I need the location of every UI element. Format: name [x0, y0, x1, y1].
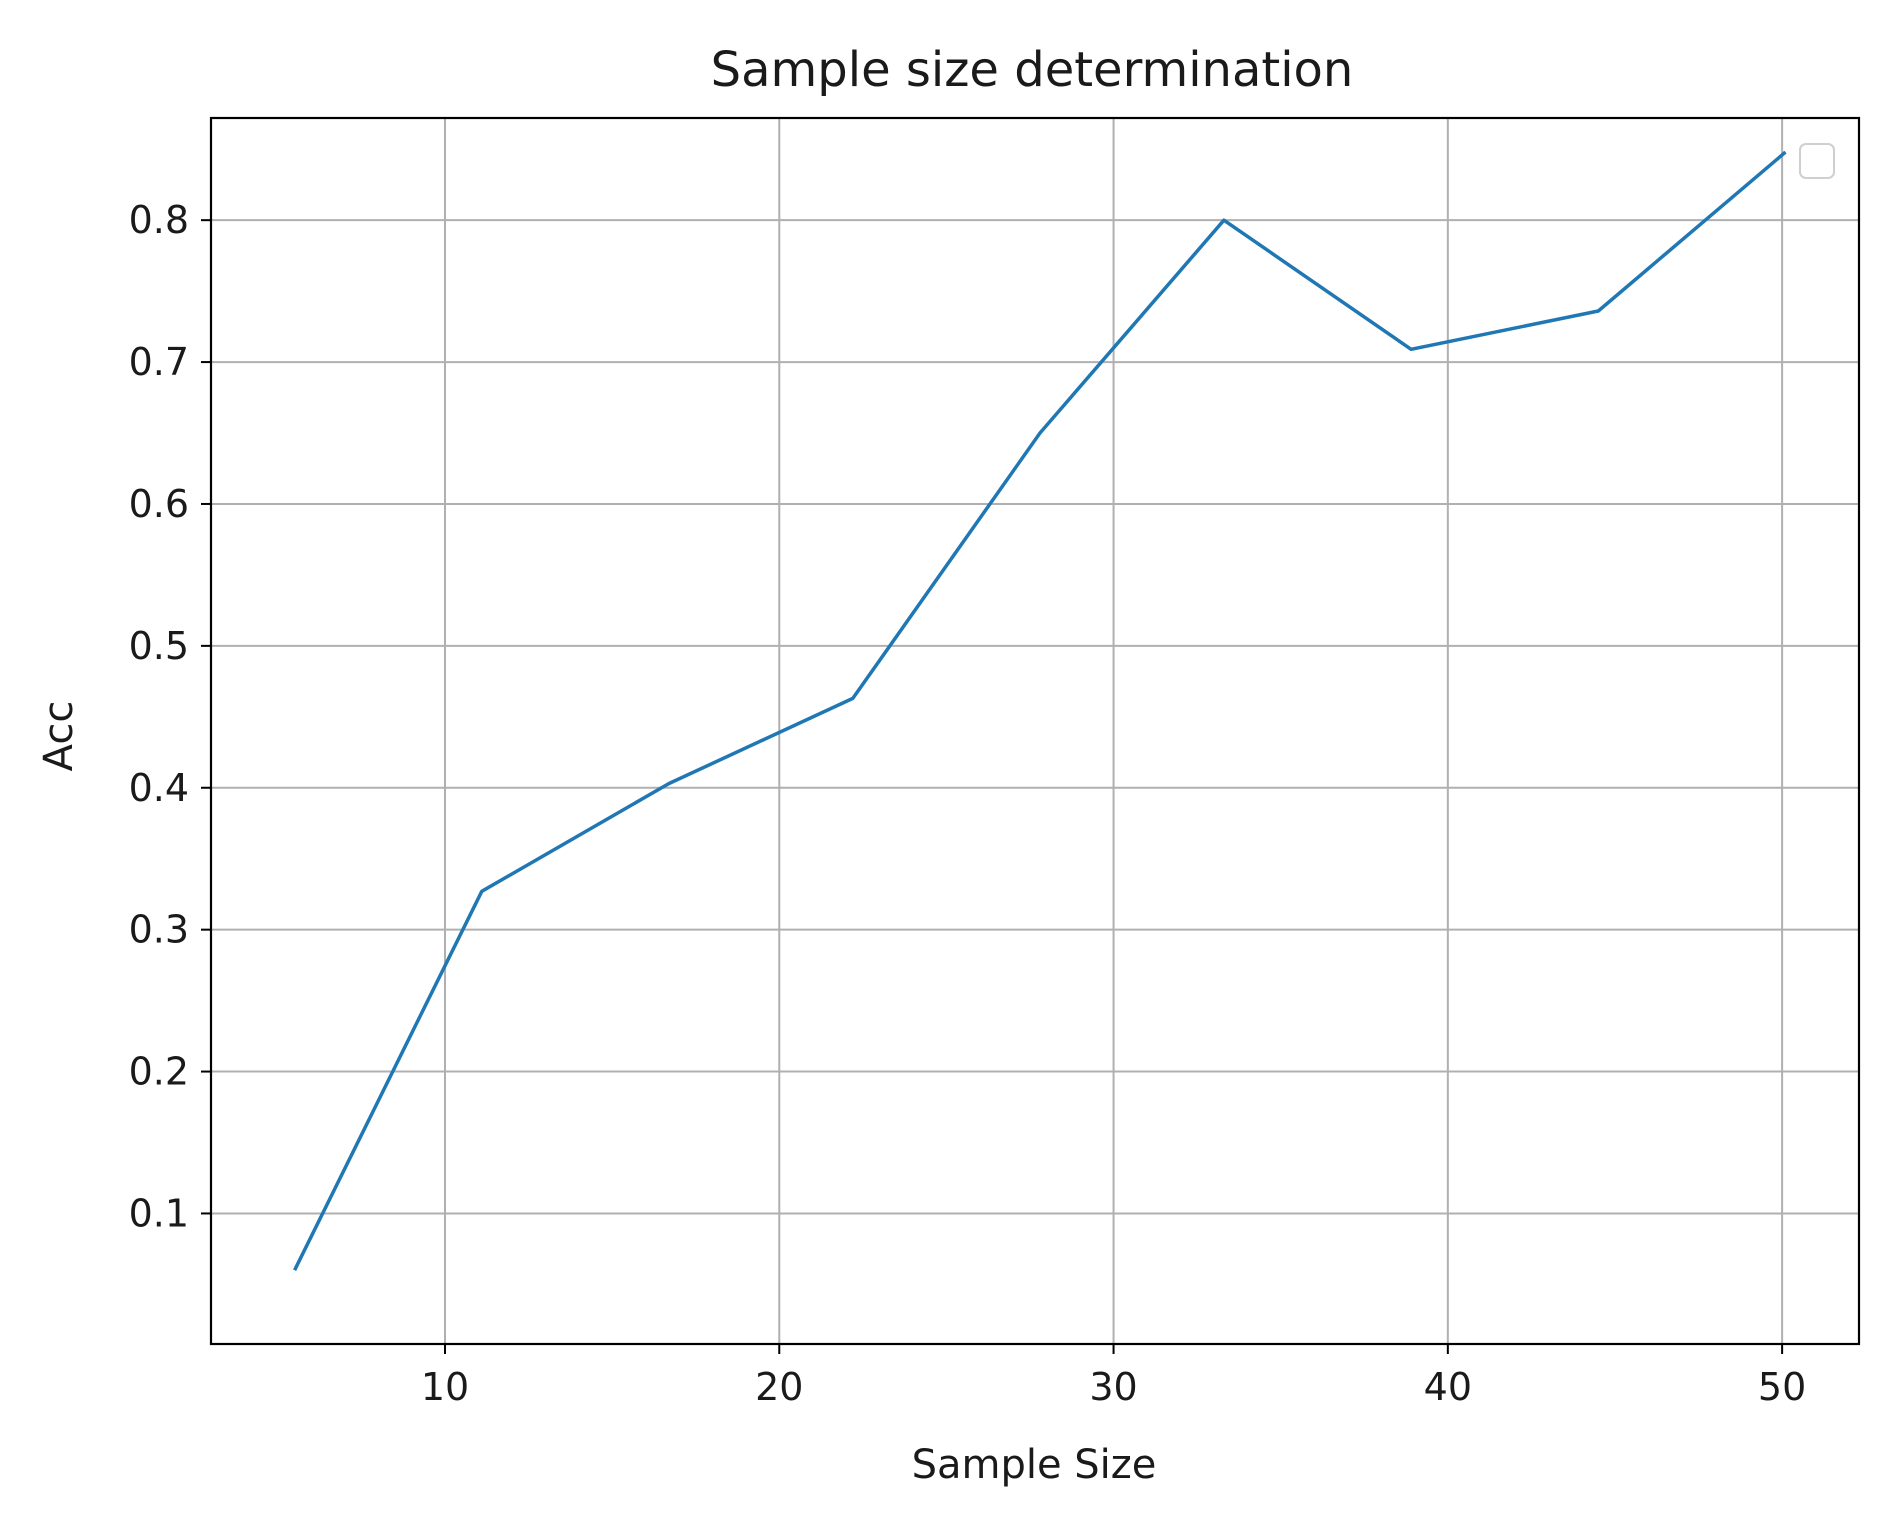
y-tick-label: 0.1 — [129, 1191, 189, 1235]
plot-area-frame — [209, 116, 1861, 1346]
y-tick-label: 0.2 — [129, 1050, 189, 1094]
x-axis-ticks: 10 20 30 40 50 — [421, 1344, 1806, 1409]
y-tick-label: 0.6 — [129, 482, 189, 526]
y-tick-label: 0.7 — [129, 340, 189, 384]
series-layer — [293, 150, 1787, 1271]
x-axis-label: Sample Size — [912, 1442, 1157, 1488]
x-tick-label: 30 — [1089, 1365, 1137, 1409]
y-axis-ticks: 0.1 0.2 0.3 0.4 0.5 0.6 0.7 0.8 — [129, 198, 211, 1235]
y-tick-label: 0.5 — [129, 624, 189, 668]
y-tick-label: 0.8 — [129, 198, 189, 242]
legend-box — [1799, 143, 1835, 179]
chart-title: Sample size determination — [711, 42, 1354, 98]
y-tick-label: 0.4 — [129, 766, 189, 810]
y-axis-label: Acc — [36, 701, 82, 772]
series-line — [293, 150, 1787, 1271]
x-tick-label: 10 — [421, 1365, 469, 1409]
x-tick-label: 20 — [755, 1365, 803, 1409]
grid-lines — [211, 118, 1859, 1344]
y-tick-label: 0.3 — [129, 908, 189, 952]
x-tick-label: 50 — [1758, 1365, 1806, 1409]
x-tick-label: 40 — [1424, 1365, 1472, 1409]
